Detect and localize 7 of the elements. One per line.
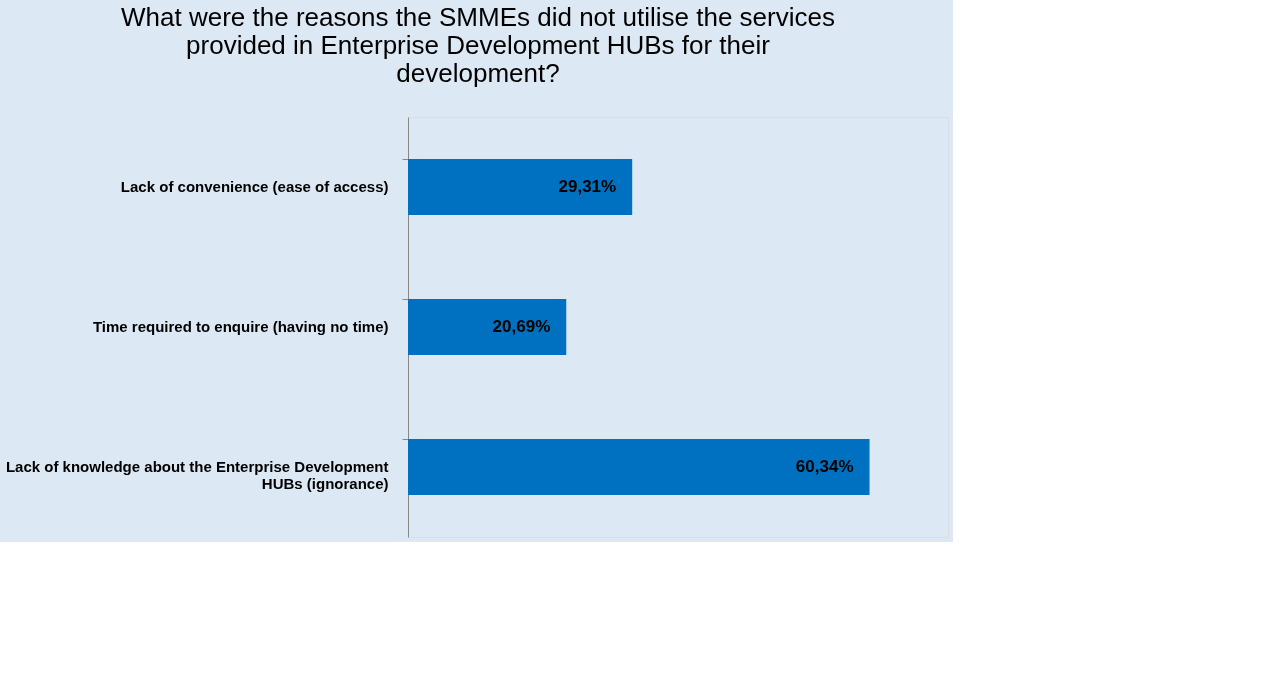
data-label: 20,69% (492, 317, 551, 336)
y-tick-label: Lack of convenience (ease of access) (120, 178, 389, 195)
chart-title: What were the reasons the SMMEs did not utilise the services provided in Enterprise Development HUBs for their development? (121, 2, 835, 88)
y-tick-label: Time required to enquire (having no time) (92, 318, 389, 335)
data-label: 60,34% (795, 457, 854, 476)
data-label: 29,31% (558, 177, 617, 196)
y-tick-label: Lack of knowledge about the Enterprise Development HUBs (ignorance) (5, 458, 389, 492)
